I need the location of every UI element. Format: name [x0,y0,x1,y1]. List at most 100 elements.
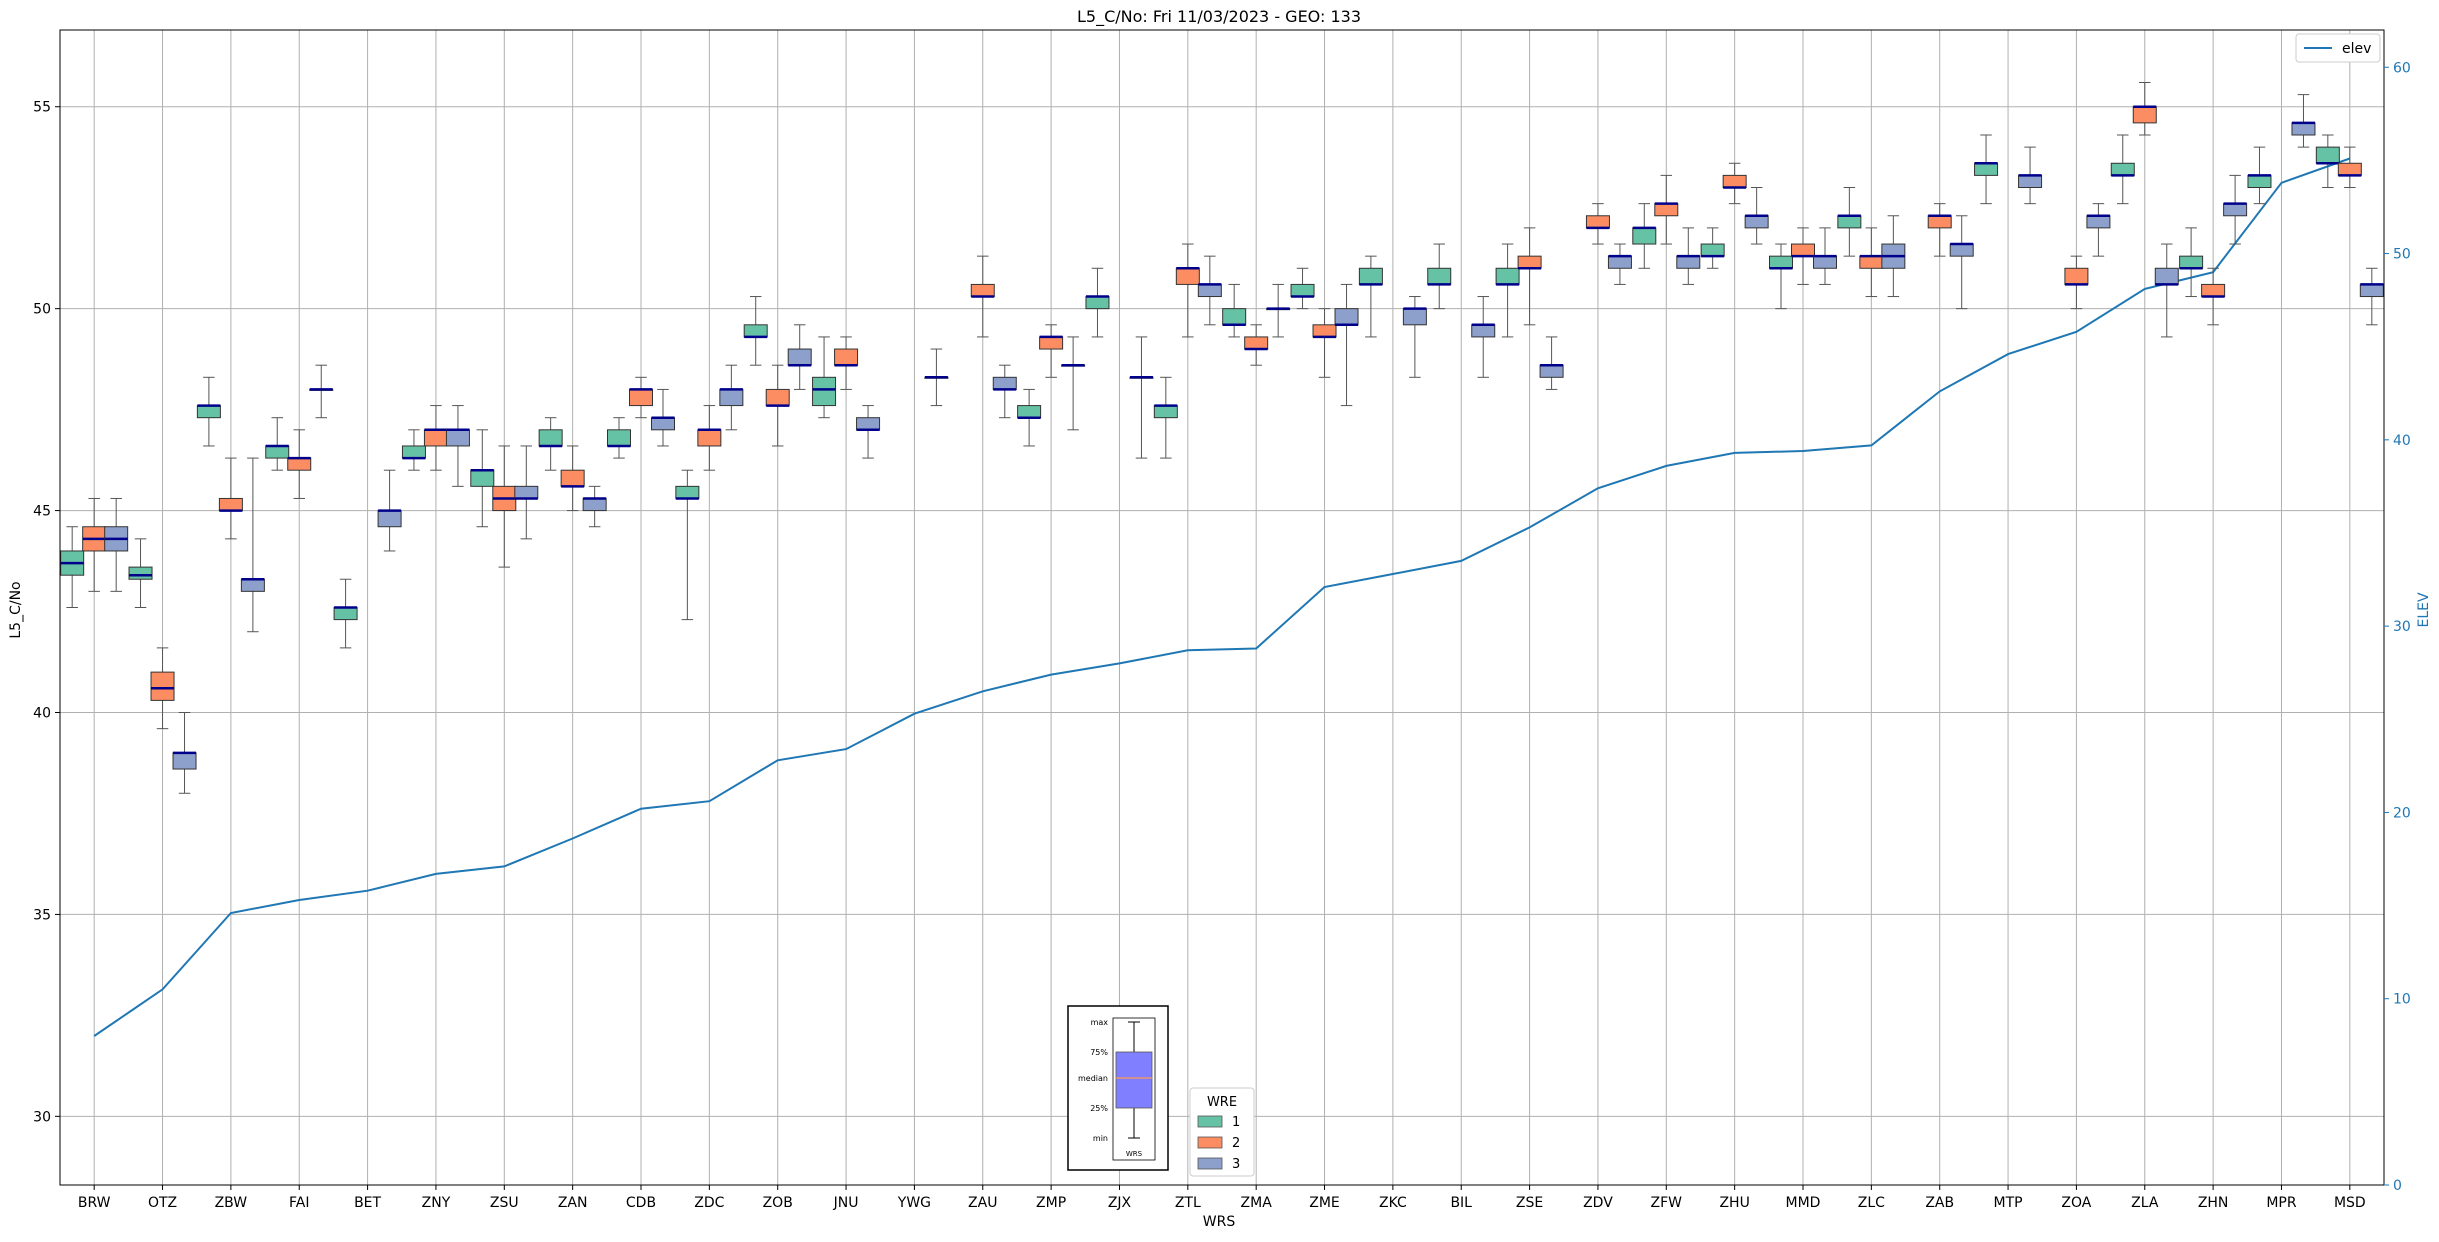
box-body [1358,267,1383,285]
box-body [2064,267,2089,285]
box-wre-1 [128,538,153,608]
box-body [675,485,700,499]
box-wre-2 [2337,146,2362,188]
legend-wre-swatch [1197,1136,1223,1149]
legend-wre-title: WRE [1207,1095,1237,1110]
x-tick-label: YWG [897,1195,931,1211]
box-body [2223,203,2248,217]
box-wre-3 [787,324,812,390]
x-tick-label: ZHU [1719,1195,1749,1211]
box-body [196,405,221,419]
box-body [834,348,859,366]
box-body [1744,215,1769,229]
y2-tick-label: 20 [2393,805,2411,821]
box-body [1517,255,1542,269]
box-wre-1 [675,469,700,621]
box-body [1312,324,1337,338]
box-body [218,497,243,512]
box-wre-1 [470,429,495,528]
box-wre-1 [1427,243,1452,310]
box-body [697,429,722,447]
y-tick-label: 35 [33,907,51,923]
box-body [333,607,358,621]
box-wre-2 [765,364,790,447]
box-wre-3 [104,497,129,592]
x-tick-label: ZNY [422,1195,451,1211]
box-body [172,752,197,770]
x-tick-label: BIL [1450,1195,1472,1211]
box-body [1949,243,1974,257]
x-tick-label: ZAU [968,1195,997,1211]
box-wre-2 [1312,308,1337,378]
box-wre-2 [834,336,859,390]
box-wre-2 [1585,203,1610,245]
box-body [1927,215,1952,229]
box-wre-3 [582,485,607,528]
box-wre-3 [309,364,334,419]
y2-tick-label: 0 [2393,1178,2402,1194]
box-wre-3 [2154,243,2179,338]
box-body [765,388,790,407]
x-tick-label: ZAN [558,1195,588,1211]
x-tick-label: ZMP [1036,1195,1066,1211]
box-wre-2 [492,445,517,568]
box-body [1654,203,1679,217]
x-tick-label: ZMA [1241,1195,1273,1211]
box-body [1539,364,1564,378]
box-wre-3 [2359,267,2384,326]
box-wre-1 [607,417,631,459]
grid [60,30,2384,1185]
box-wre-3 [992,364,1017,419]
box-body [128,566,153,580]
box-body [787,348,812,366]
box-body [1197,283,1222,298]
y-tick-label: 55 [33,100,51,116]
x-tick-label: ZDV [1583,1195,1613,1211]
x-tick-label: ZLA [2131,1195,2159,1211]
box-wre-1 [401,429,426,471]
box-wre-3 [514,445,539,540]
box-wre-2 [150,647,175,730]
box-body [1974,162,1999,176]
box-body [992,376,1017,390]
box-body [1017,405,1042,419]
box-body [1244,336,1269,350]
x-tick-label: MMD [1786,1195,1821,1211]
box-wre-1 [1222,283,1247,338]
box-body [2247,174,2272,188]
box-wre-2 [1859,227,1884,298]
box-body [445,429,470,447]
x-tick-label: ZBW [215,1195,248,1211]
box-wre-3 [445,405,470,487]
x-tick-label: ZFW [1651,1195,1683,1211]
legend-key-label: median [1078,1074,1108,1083]
x-tick-label: MSD [2334,1195,2366,1211]
box-wre-3 [240,457,265,633]
axes: BRW OTZ ZBW FAI BET ZNY ZSU ZAN CDB ZDC ZOB JNU YWG Z… [33,60,2411,1211]
x-tick-label: ZLC [1858,1195,1885,1211]
box-body [1791,243,1815,257]
x-tick-label: ZKC [1379,1195,1407,1211]
box-wre-3 [377,469,402,552]
x-tick-label: FAI [289,1195,309,1211]
y2-tick-label: 40 [2393,433,2411,449]
box-wre-1 [1290,267,1315,310]
box-wre-3 [1266,283,1291,338]
y2-tick-label: 60 [2393,60,2411,76]
legend-key-box [1115,1051,1153,1109]
y-tick-label: 45 [33,504,51,520]
box-body [1175,267,1200,285]
box-wre-1 [743,296,768,366]
chart-title: L5_C/No: Fri 11/03/2023 - GEO: 133 [1077,7,1361,27]
box-wre-3 [1949,215,1974,310]
box-wre-1 [1358,255,1383,338]
box-body [1632,227,1657,245]
box-body [1495,267,1520,285]
legend-wre-label: 2 [1232,1136,1240,1151]
legend-key-label: 75% [1090,1048,1108,1057]
box-body [2110,162,2135,176]
x-tick-label: JNU [833,1195,859,1211]
box-body [2201,283,2226,298]
